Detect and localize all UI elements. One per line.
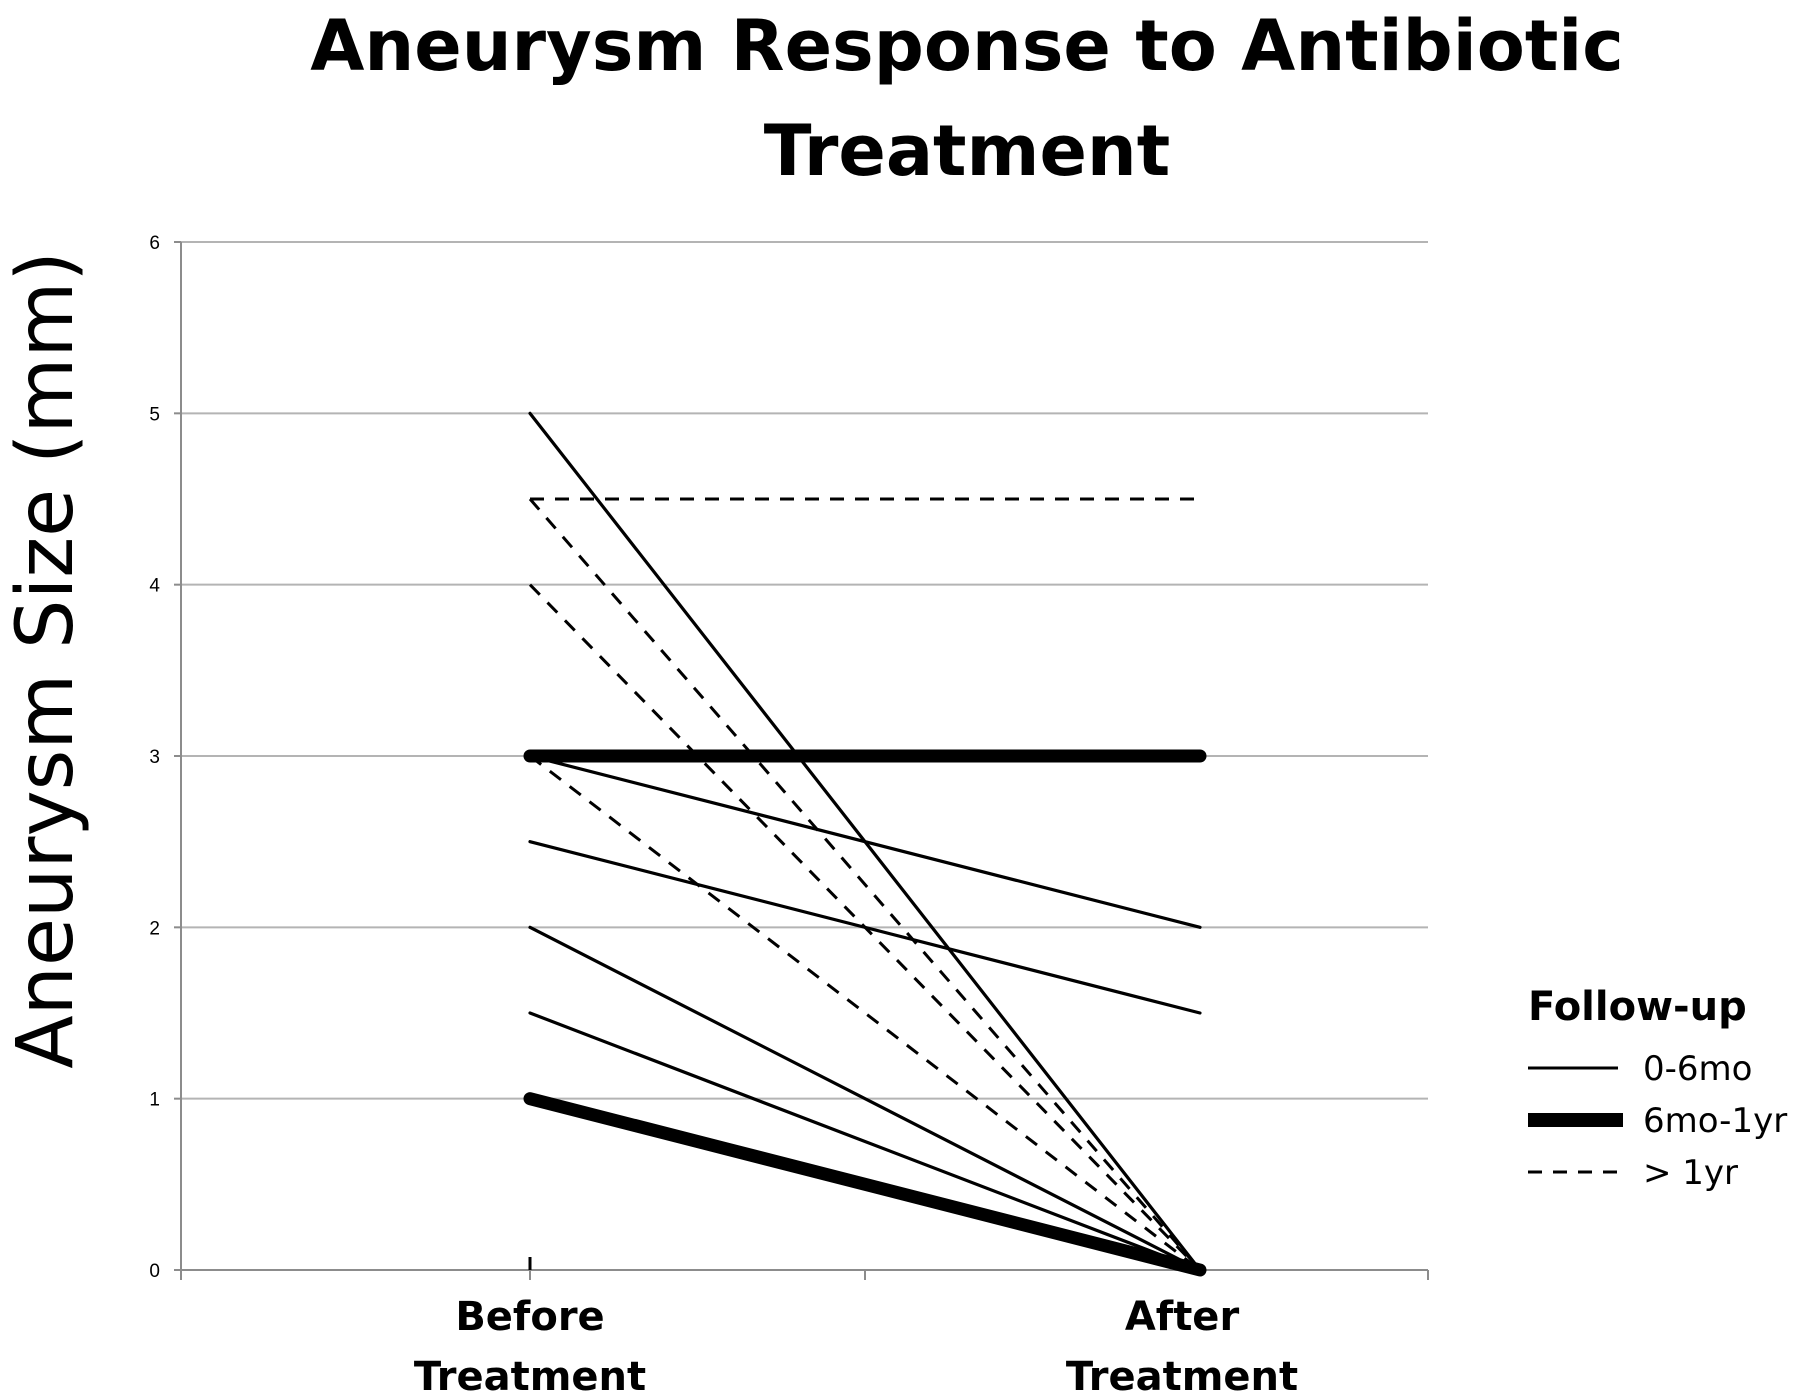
- series-line-06mo: [528, 1011, 1202, 1272]
- chart-title: Aneurysm Response to Antibiotic Treatment: [310, 5, 1624, 192]
- x-tick-labels: Before Treatment After Treatment: [414, 1294, 1298, 1397]
- legend-label: > 1yr: [1643, 1153, 1738, 1193]
- legend-title: Follow-up: [1528, 984, 1747, 1030]
- y-tick-label: 0: [149, 1261, 160, 1282]
- y-tick-label: 3: [149, 747, 160, 768]
- y-tick-label: 5: [149, 404, 160, 425]
- legend-label: 6mo-1yr: [1643, 1101, 1787, 1141]
- series-line-06mo: [528, 925, 1202, 1272]
- series-line-6mo1yr: [523, 1092, 1207, 1277]
- x-tick-label: Treatment: [1066, 1354, 1298, 1397]
- legend-label: 0-6mo: [1643, 1049, 1752, 1089]
- y-axis-label-group: Aneurysm Size (mm): [1, 251, 91, 1069]
- series-line-1yr: [528, 583, 1202, 1272]
- y-tick-labels: 0 1 2 3 4 5 6: [149, 233, 160, 1282]
- axes: [174, 241, 1429, 1280]
- y-tick-label: 1: [149, 1090, 160, 1111]
- x-tick-label: Before: [455, 1294, 604, 1340]
- y-tick-label: 2: [149, 918, 160, 939]
- y-tick-label: 4: [149, 576, 160, 597]
- legend: Follow-up 0-6mo 6mo-1yr > 1yr: [1528, 984, 1787, 1193]
- y-tick-label: 6: [149, 233, 160, 254]
- gridlines: [181, 241, 1428, 1100]
- data-series: [523, 411, 1207, 1277]
- series-line-1yr: [529, 754, 1201, 1272]
- series-line-06mo: [528, 754, 1202, 929]
- y-axis-label: Aneurysm Size (mm): [1, 251, 91, 1069]
- x-tick-label: Treatment: [414, 1354, 646, 1397]
- chart-title-line: Treatment: [764, 110, 1170, 192]
- x-tick-label: After: [1125, 1294, 1240, 1340]
- series-line-1yr: [528, 498, 1202, 1271]
- chart-title-line: Aneurysm Response to Antibiotic: [310, 5, 1624, 87]
